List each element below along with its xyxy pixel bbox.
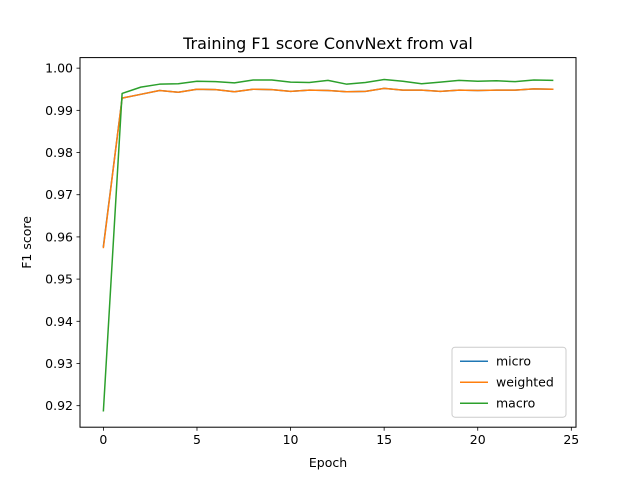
y-tick-label: 0.96 xyxy=(45,229,73,244)
legend-label-macro: macro xyxy=(496,396,535,411)
y-tick-label: 0.93 xyxy=(45,356,73,371)
y-tick-label: 0.99 xyxy=(45,103,73,118)
x-axis: 0 5 10 15 20 25 xyxy=(99,427,579,447)
y-tick-label: 0.92 xyxy=(45,398,73,413)
y-tick-label: 0.98 xyxy=(45,145,73,160)
x-tick-label: 20 xyxy=(470,432,486,447)
legend: micro weighted macro xyxy=(451,346,567,418)
y-axis-label: F1 score xyxy=(19,216,34,269)
y-axis: 0.92 0.93 0.94 0.95 0.96 0.97 0.98 0.99 1.00 xyxy=(45,61,80,413)
x-tick-label: 25 xyxy=(563,432,579,447)
series-line-weighted xyxy=(102,87,554,249)
series-line-macro xyxy=(102,78,554,412)
x-tick-label: 5 xyxy=(193,432,201,447)
legend-box xyxy=(451,346,567,418)
x-tick-label: 10 xyxy=(283,432,299,447)
x-tick-label: 15 xyxy=(376,432,392,447)
series-layer xyxy=(102,78,554,412)
x-axis-label: Epoch xyxy=(309,455,347,470)
legend-label-weighted: weighted xyxy=(496,375,554,390)
plot-area-frame xyxy=(79,57,577,428)
chart-title: Training F1 score ConvNext from val xyxy=(182,34,473,53)
y-tick-label: 0.95 xyxy=(45,272,73,287)
x-tick-label: 0 xyxy=(99,432,107,447)
y-tick-label: 1.00 xyxy=(45,61,73,76)
legend-label-micro: micro xyxy=(496,354,531,369)
y-tick-label: 0.97 xyxy=(45,187,73,202)
y-tick-label: 0.94 xyxy=(45,314,73,329)
